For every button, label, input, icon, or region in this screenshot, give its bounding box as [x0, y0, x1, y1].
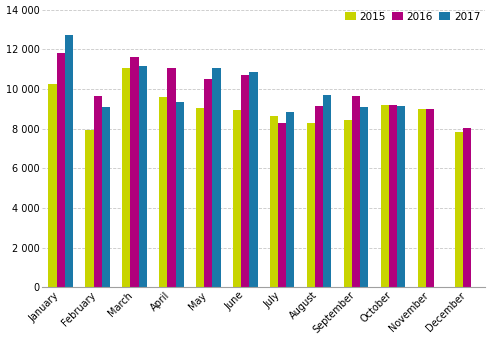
Bar — [241, 75, 249, 287]
Bar — [307, 123, 315, 287]
Legend: 2015, 2016, 2017: 2015, 2016, 2017 — [345, 12, 480, 22]
Bar — [455, 132, 463, 287]
Bar — [56, 53, 65, 287]
Bar — [138, 66, 147, 287]
Bar — [49, 84, 56, 287]
Bar — [102, 107, 110, 287]
Bar — [94, 96, 102, 287]
Bar — [204, 79, 213, 287]
Bar — [381, 105, 389, 287]
Bar — [360, 107, 368, 287]
Bar — [270, 116, 278, 287]
Bar — [418, 109, 426, 287]
Bar — [278, 123, 286, 287]
Bar — [426, 109, 434, 287]
Bar — [85, 130, 94, 287]
Bar — [65, 35, 73, 287]
Bar — [167, 68, 176, 287]
Bar — [213, 68, 220, 287]
Bar — [389, 105, 397, 287]
Bar — [315, 106, 323, 287]
Bar — [323, 95, 331, 287]
Bar — [463, 128, 471, 287]
Bar — [176, 102, 184, 287]
Bar — [131, 57, 138, 287]
Bar — [344, 120, 352, 287]
Bar — [159, 97, 167, 287]
Bar — [196, 108, 204, 287]
Bar — [352, 96, 360, 287]
Bar — [286, 112, 295, 287]
Bar — [122, 68, 131, 287]
Bar — [249, 72, 258, 287]
Bar — [233, 110, 241, 287]
Bar — [397, 106, 405, 287]
